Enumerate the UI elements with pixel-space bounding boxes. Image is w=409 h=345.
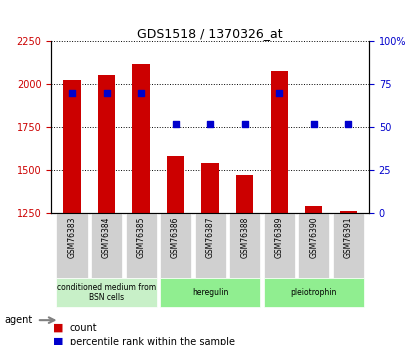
- Point: [275, 90, 282, 96]
- Bar: [339, 210, 356, 213]
- Text: GSM76391: GSM76391: [343, 216, 352, 258]
- Bar: [304, 206, 321, 213]
- Text: ■: ■: [53, 337, 64, 345]
- Text: conditioned medium from
BSN cells: conditioned medium from BSN cells: [57, 283, 156, 302]
- Point: [344, 121, 351, 127]
- FancyBboxPatch shape: [263, 213, 294, 277]
- Text: GSM76390: GSM76390: [308, 216, 317, 258]
- Point: [103, 90, 110, 96]
- Bar: [98, 75, 115, 213]
- FancyBboxPatch shape: [263, 277, 363, 307]
- FancyBboxPatch shape: [332, 213, 363, 277]
- Title: GDS1518 / 1370326_at: GDS1518 / 1370326_at: [137, 27, 282, 40]
- Point: [137, 90, 144, 96]
- Point: [69, 90, 75, 96]
- FancyBboxPatch shape: [56, 213, 87, 277]
- Bar: [63, 80, 81, 213]
- Text: GSM76389: GSM76389: [274, 216, 283, 258]
- FancyBboxPatch shape: [160, 277, 260, 307]
- Text: GSM76385: GSM76385: [136, 216, 145, 258]
- Text: ■: ■: [53, 323, 64, 333]
- Bar: [236, 175, 253, 213]
- FancyBboxPatch shape: [297, 213, 328, 277]
- Point: [172, 121, 178, 127]
- Text: GSM76388: GSM76388: [240, 216, 249, 258]
- Point: [310, 121, 316, 127]
- Text: percentile rank within the sample: percentile rank within the sample: [70, 337, 234, 345]
- Bar: [201, 163, 218, 213]
- FancyBboxPatch shape: [229, 213, 260, 277]
- Text: pleiotrophin: pleiotrophin: [290, 288, 336, 297]
- Point: [241, 121, 247, 127]
- FancyBboxPatch shape: [160, 213, 191, 277]
- Text: agent: agent: [4, 315, 32, 325]
- Bar: [270, 71, 287, 213]
- FancyBboxPatch shape: [56, 277, 156, 307]
- FancyBboxPatch shape: [125, 213, 156, 277]
- Text: heregulin: heregulin: [191, 288, 228, 297]
- FancyBboxPatch shape: [194, 213, 225, 277]
- Text: GSM76387: GSM76387: [205, 216, 214, 258]
- Text: GSM76386: GSM76386: [171, 216, 180, 258]
- Text: count: count: [70, 323, 97, 333]
- Bar: [132, 64, 149, 213]
- FancyBboxPatch shape: [91, 213, 122, 277]
- Point: [207, 121, 213, 127]
- Bar: [166, 157, 184, 213]
- Text: GSM76383: GSM76383: [67, 216, 76, 258]
- Text: GSM76384: GSM76384: [102, 216, 111, 258]
